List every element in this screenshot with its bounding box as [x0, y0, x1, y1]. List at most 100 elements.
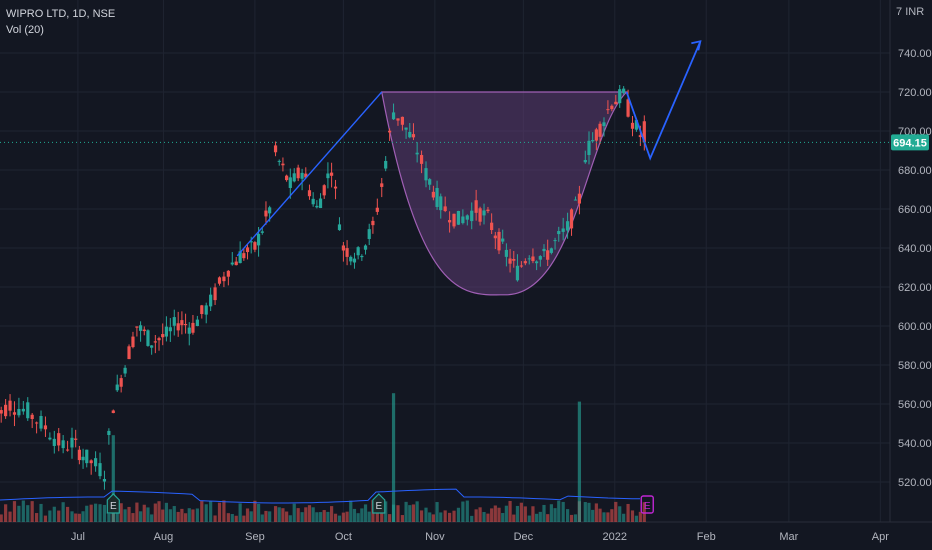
candle-body — [512, 259, 516, 261]
candle-body — [204, 305, 208, 315]
volume-bar — [52, 506, 56, 522]
volume-bar — [217, 502, 222, 522]
volume-bar — [546, 514, 550, 522]
volume-bar — [138, 511, 143, 522]
volume-bar — [222, 500, 226, 522]
candle-body — [153, 341, 157, 343]
candle-body — [388, 130, 392, 133]
earnings-marker[interactable] — [640, 495, 654, 514]
volume-bar — [70, 511, 74, 522]
volume-bar — [127, 506, 131, 522]
currency-label: 7 INR — [896, 6, 924, 18]
candle-body — [448, 220, 452, 223]
x-tick-label: Sep — [245, 531, 265, 543]
volume-bar — [264, 510, 268, 522]
candle-body — [48, 437, 52, 440]
volume-bar — [176, 511, 180, 522]
candle-body — [439, 196, 443, 211]
x-tick-label: Dec — [514, 531, 534, 543]
volume-bar — [569, 514, 574, 522]
earnings-marker[interactable] — [106, 493, 120, 514]
volume-bar — [435, 502, 439, 522]
candle-body — [363, 245, 368, 250]
candle-body — [375, 207, 379, 212]
candle-body — [610, 105, 614, 110]
candle-body — [546, 250, 550, 260]
volume-bar — [123, 509, 127, 522]
candle-body — [501, 238, 505, 242]
volume-bar — [474, 509, 478, 522]
candle-body — [330, 172, 334, 176]
volume-bar — [26, 505, 30, 522]
volume-bar — [610, 509, 614, 522]
candle-body — [30, 414, 34, 420]
candle-body — [614, 101, 618, 105]
candle-body — [626, 99, 630, 117]
volume-bar — [535, 513, 539, 522]
volume-bar — [187, 508, 191, 522]
volume-bar — [415, 501, 419, 522]
candle-body — [138, 325, 143, 331]
volume-bar — [448, 512, 452, 522]
volume-bar — [587, 502, 591, 522]
volume-bar — [153, 503, 157, 522]
candle-body — [135, 326, 139, 328]
volume-bar — [419, 510, 424, 522]
projection-arrow[interactable] — [625, 40, 702, 161]
x-tick-label: Nov — [425, 531, 445, 543]
candle-body — [35, 422, 39, 424]
volume-bar — [493, 505, 497, 522]
projection-arrow-head — [691, 40, 702, 51]
candle-body — [486, 209, 490, 212]
volume-bar — [230, 514, 234, 522]
candle-body — [435, 187, 439, 207]
candle-body — [474, 200, 478, 213]
y-tick-label: 640.00 — [898, 243, 932, 255]
volume-bar — [146, 507, 150, 522]
candle-body — [538, 256, 542, 260]
volume-bar — [304, 507, 308, 522]
volume-indicator-label[interactable]: Vol (20) — [6, 24, 44, 36]
last-price-tag — [891, 134, 929, 151]
volume-bar — [12, 501, 17, 522]
volume-bar — [213, 515, 217, 522]
volume-bar — [384, 501, 388, 522]
volume-bar — [226, 513, 230, 522]
x-tick-label: Aug — [154, 531, 174, 543]
cup-pattern[interactable] — [381, 91, 629, 296]
volume-bar — [439, 512, 443, 522]
symbol-title[interactable]: WIPRO LTD, 1D, NSE — [6, 8, 116, 20]
volume-bar — [360, 508, 364, 522]
x-tick-label: Apr — [872, 531, 889, 543]
candle-body — [43, 425, 48, 430]
volume-bar — [131, 513, 135, 522]
volume-bar — [142, 504, 146, 522]
candle-body — [304, 173, 308, 178]
trend-line[interactable] — [236, 91, 383, 257]
candle-body — [77, 449, 81, 461]
candle-body — [157, 338, 161, 341]
candle-body — [367, 229, 371, 239]
candle-body — [333, 186, 338, 189]
volume-bar — [538, 511, 542, 522]
y-tick-label: 620.00 — [898, 282, 932, 294]
candle-body — [508, 258, 512, 264]
volume-bar — [17, 505, 21, 522]
x-tick-label: Mar — [779, 531, 798, 543]
candle-body — [17, 408, 21, 416]
candle-body — [238, 251, 242, 264]
top-price-digit: 7 — [896, 6, 903, 18]
candle-body — [622, 88, 626, 93]
candle-body — [150, 345, 154, 348]
volume-bar — [367, 511, 371, 522]
volume-bar — [333, 513, 338, 522]
candle-body — [419, 155, 424, 164]
volume-bar — [288, 515, 292, 522]
volume-bar — [396, 505, 400, 522]
volume-bar — [400, 515, 404, 522]
volume-bar — [172, 506, 176, 522]
volume-spike — [391, 393, 396, 522]
volume-bar — [135, 502, 139, 522]
earnings-marker[interactable] — [372, 493, 386, 514]
